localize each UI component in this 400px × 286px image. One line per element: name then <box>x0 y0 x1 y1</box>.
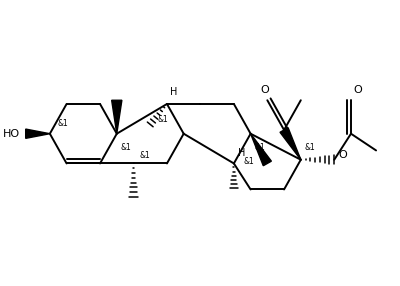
Text: &1: &1 <box>158 115 169 124</box>
Polygon shape <box>280 128 301 160</box>
Polygon shape <box>112 100 122 134</box>
Polygon shape <box>251 134 271 166</box>
Text: O: O <box>338 150 347 160</box>
Polygon shape <box>26 129 50 138</box>
Text: O: O <box>260 85 269 95</box>
Text: H: H <box>170 88 177 98</box>
Text: H: H <box>238 148 245 158</box>
Text: &1: &1 <box>139 151 150 160</box>
Text: O: O <box>354 85 362 95</box>
Text: &1: &1 <box>120 143 131 152</box>
Text: HO: HO <box>3 129 20 139</box>
Text: &1: &1 <box>254 143 265 152</box>
Text: &1: &1 <box>57 119 68 128</box>
Text: &1: &1 <box>243 157 254 166</box>
Text: &1: &1 <box>304 143 315 152</box>
